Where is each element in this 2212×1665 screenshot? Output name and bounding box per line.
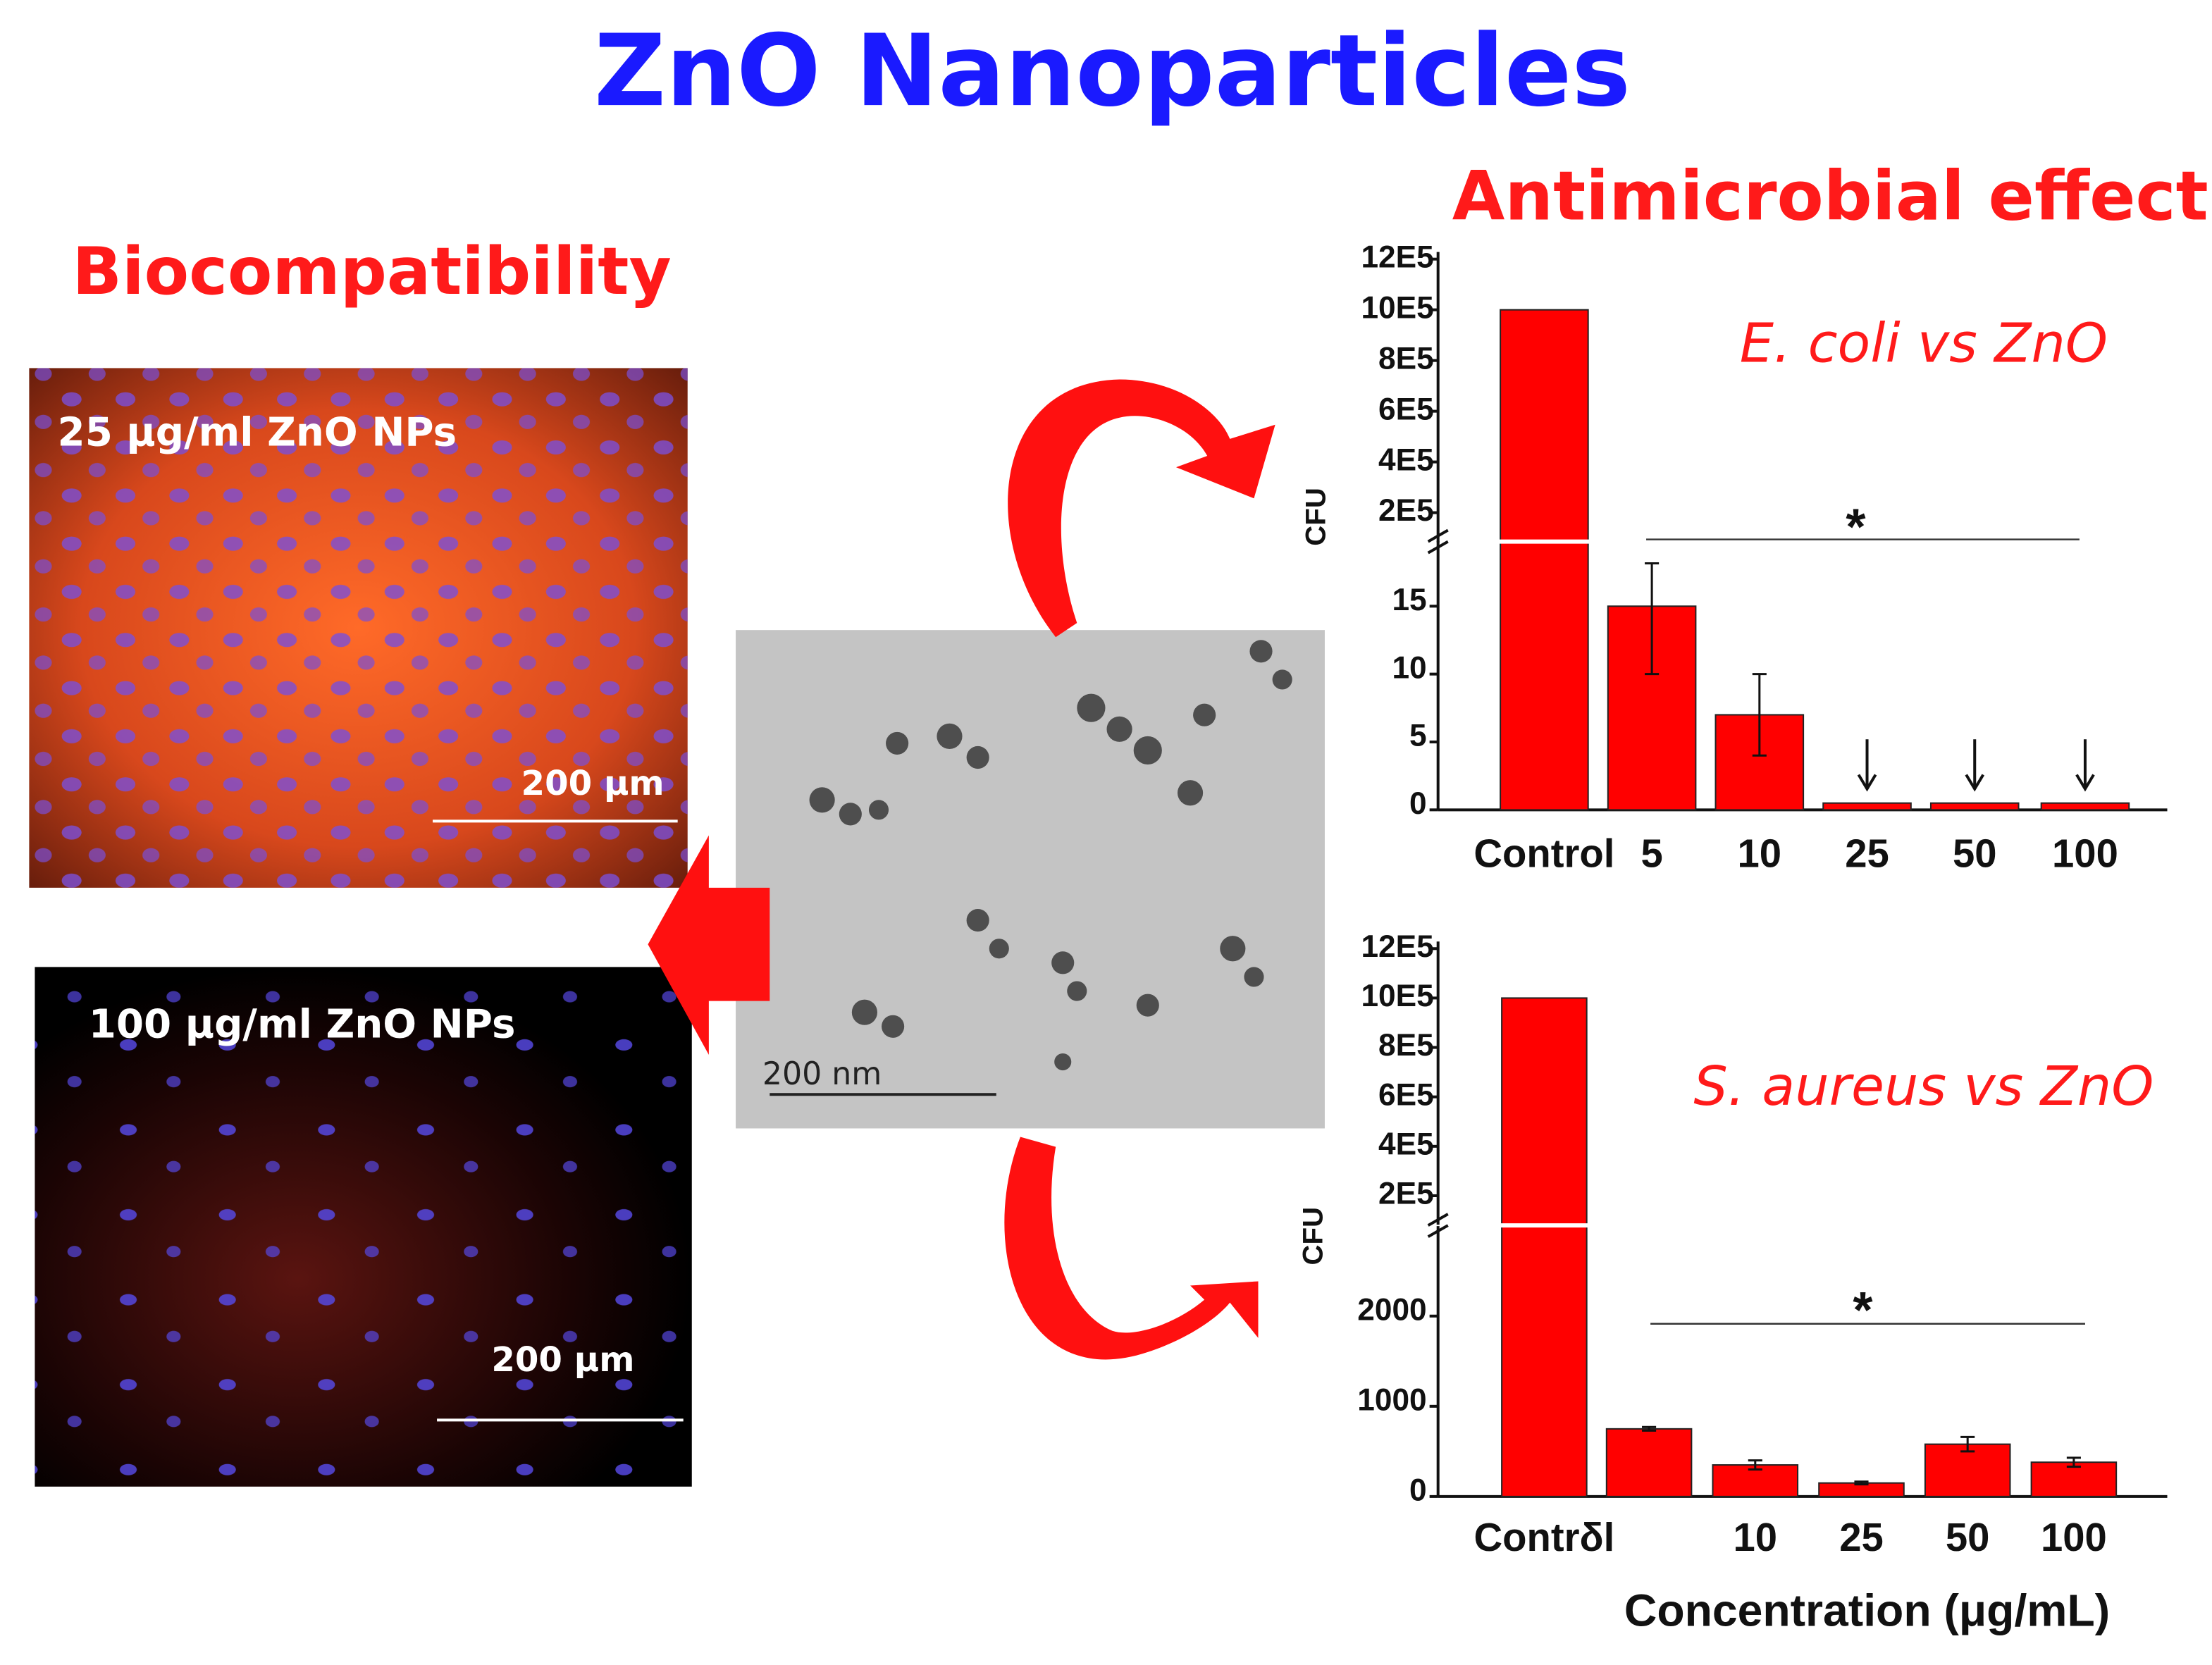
y-tick-label: 12E5	[1361, 240, 1433, 274]
y-tick-label: 8E5	[1378, 341, 1434, 376]
y-tick-label: 2000	[1357, 1292, 1426, 1327]
y-tick-label: 8E5	[1378, 1028, 1434, 1063]
y-tick-label: 2E5	[1378, 493, 1434, 528]
x-tick-label: 10	[1733, 1515, 1777, 1559]
y-tick-label: 10	[1392, 650, 1426, 685]
micrograph-label: 25 μg/ml ZnO NPs	[58, 409, 457, 455]
y-tick-label: 12E5	[1361, 929, 1433, 964]
significance-mark: *	[1846, 500, 1866, 556]
error-bar	[1960, 1435, 1975, 1453]
scale-label: 200 μm	[521, 764, 665, 803]
scale-label: 200 μm	[491, 1340, 634, 1380]
error-bar	[1748, 1459, 1762, 1471]
bar	[1501, 997, 1588, 1497]
significance-mark: *	[1853, 1282, 1873, 1339]
scale-label: 200 nm	[762, 1056, 882, 1092]
x-tick-label: Control	[1473, 831, 1614, 876]
right-heading: Antimicrobial effect	[1452, 156, 2208, 236]
bar	[1822, 802, 1912, 811]
y-tick-label: 4E5	[1378, 1127, 1434, 1162]
axis-break	[1427, 1224, 1449, 1238]
micrograph-top: 25 μg/ml ZnO NPs 200 μm	[29, 368, 688, 888]
x-tick-label: 100	[2041, 1515, 2107, 1559]
x-tick-label: 100	[2052, 831, 2118, 876]
bar	[1500, 309, 1589, 811]
bar	[1929, 802, 2020, 811]
error-bar	[1642, 1425, 1657, 1432]
bar	[2030, 1461, 2118, 1497]
x-tick-label: 10	[1738, 831, 1782, 876]
error-bar	[1752, 673, 1767, 757]
y-tick-label: 10E5	[1361, 290, 1433, 325]
x-tick-label: Contrδl	[1474, 1515, 1615, 1559]
y-tick-label: 0	[1409, 1473, 1427, 1508]
pointer-arrow	[2075, 739, 2095, 792]
page-title: ZnO Nanoparticles	[594, 13, 1631, 129]
x-tick-label: 50	[1953, 831, 1997, 876]
arrows	[648, 379, 1275, 1360]
x-tick-label: 25	[1839, 1515, 1884, 1559]
y-tick-label: 4E5	[1378, 442, 1434, 477]
micrograph-label: 100 μg/ml ZnO NPs	[89, 1001, 516, 1047]
tem-image: 200 nm	[736, 630, 1325, 1129]
x-tick-label: 5	[1641, 831, 1662, 876]
chart-subtitle: E. coli vs ZnO	[1740, 312, 2108, 375]
y-tick-label: 0	[1409, 786, 1427, 821]
micrograph-bottom: 100 μg/ml ZnO NPs 200 μm	[35, 967, 692, 1487]
error-bar	[1854, 1480, 1869, 1486]
y-tick-label: 1000	[1357, 1382, 1426, 1417]
axis-break	[1427, 540, 1449, 555]
pointer-arrow	[1965, 739, 1985, 792]
y-tick-label: 10E5	[1361, 979, 1433, 1013]
x-tick-label: 25	[1845, 831, 1889, 876]
x-tick-label: 50	[1946, 1515, 1990, 1559]
axis-break	[1427, 528, 1449, 543]
y-tick-label: 2E5	[1378, 1177, 1434, 1211]
bar	[1605, 1428, 1693, 1497]
x-axis-label: Concentration (μg/mL)	[1624, 1585, 2110, 1636]
error-bar	[1645, 562, 1660, 676]
axis-break	[1427, 1213, 1449, 1227]
y-axis-label: CFU	[1300, 488, 1332, 546]
chart-subtitle: S. aureus vs ZnO	[1693, 1056, 2154, 1118]
y-tick-label: 6E5	[1378, 1077, 1434, 1112]
y-tick-label: 15	[1392, 583, 1426, 617]
y-axis-label: CFU	[1297, 1207, 1328, 1265]
y-tick-label: 5	[1409, 719, 1427, 753]
y-tick-label: 6E5	[1378, 392, 1434, 426]
left-heading: Biocompatibility	[73, 233, 672, 309]
pointer-arrow	[1857, 739, 1877, 792]
bar	[2040, 802, 2130, 811]
error-bar	[2066, 1456, 2081, 1468]
